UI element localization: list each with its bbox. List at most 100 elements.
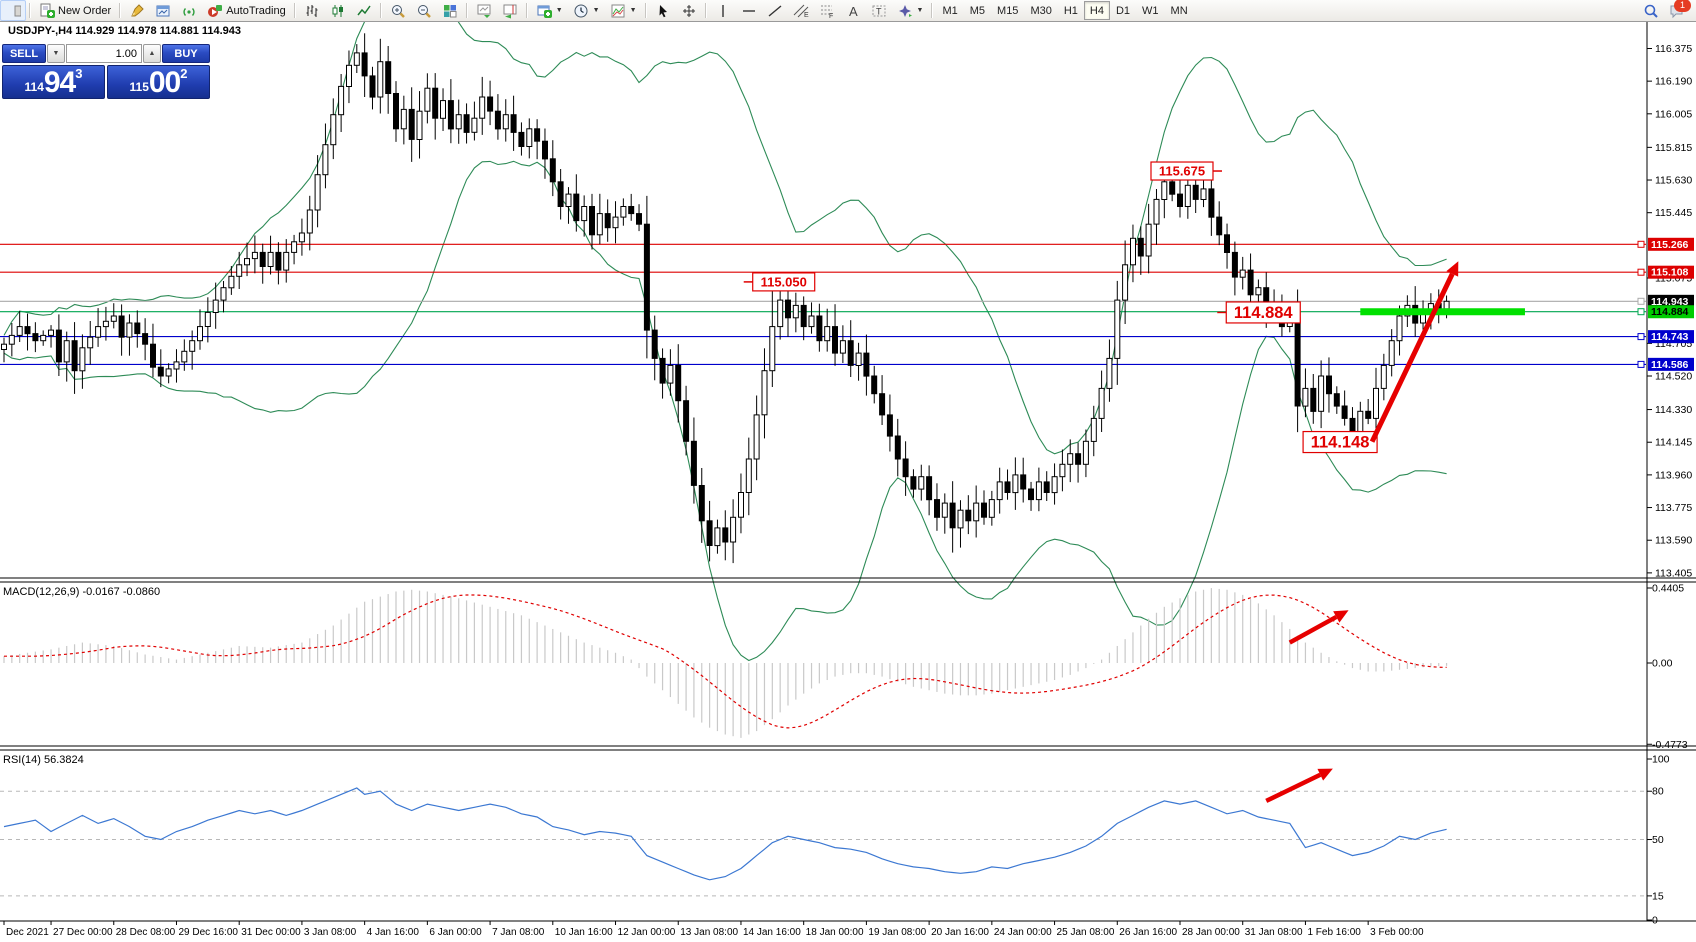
price-callouts: 115.675 115.050 114.884 114.148 <box>743 161 1378 454</box>
price-line-badge <box>1648 330 1694 344</box>
candle-body <box>612 216 619 229</box>
trendline-button[interactable] <box>762 0 788 21</box>
price-line-badge <box>1648 294 1694 308</box>
timeframe-mn-button[interactable]: MN <box>1170 4 1188 17</box>
hline-marker[interactable] <box>1637 268 1645 276</box>
annotation-arrow[interactable] <box>1369 272 1455 443</box>
signal-button[interactable] <box>176 0 202 21</box>
candle-body <box>95 326 102 338</box>
timeframe-w1-button[interactable]: W1 <box>1142 4 1159 17</box>
hline-marker[interactable] <box>1637 297 1645 305</box>
volume-increase-button[interactable]: ▲ <box>143 44 161 63</box>
arrows-button[interactable]: ▼ <box>892 0 929 21</box>
candle-body <box>1326 375 1332 395</box>
text-label-button[interactable]: T <box>866 0 892 21</box>
new-chart-icon <box>536 3 552 19</box>
cursor-button[interactable] <box>650 0 676 21</box>
search-button[interactable] <box>1638 0 1664 21</box>
candlestick-button[interactable] <box>325 0 351 21</box>
buy-price-display[interactable]: 115 00 2 <box>107 65 210 99</box>
candle-body <box>1310 387 1317 412</box>
callout-box[interactable] <box>752 272 816 292</box>
hline-marker[interactable] <box>1637 333 1645 341</box>
candle-body <box>667 364 674 384</box>
hline-marker[interactable] <box>1637 240 1645 248</box>
price-axis-label: 116.375 <box>1655 43 1692 55</box>
time-axis-label: Dec 2021 <box>6 927 49 938</box>
callout-box[interactable] <box>1150 161 1214 181</box>
new-order-button[interactable]: New Order <box>34 0 116 21</box>
line-chart-button[interactable] <box>351 0 377 21</box>
vertical-line-button[interactable] <box>710 0 736 21</box>
templates-button[interactable]: ▼ <box>605 0 642 21</box>
candle-body <box>926 476 933 501</box>
community-button[interactable]: 1 <box>1664 0 1691 21</box>
candle-body <box>1365 410 1372 419</box>
autotrading-button[interactable]: AutoTrading <box>202 0 291 21</box>
candle-body <box>267 251 274 267</box>
candle-body <box>973 502 980 522</box>
volume-decrease-button[interactable]: ▼ <box>47 44 65 63</box>
annotation-arrow[interactable] <box>1288 614 1338 645</box>
candle-body <box>244 258 250 266</box>
timeframe-h1-button[interactable]: H1 <box>1063 4 1078 17</box>
text-a-icon: A <box>845 3 861 19</box>
timeframe-m30-button[interactable]: M30 <box>1030 4 1052 17</box>
timeframe-d1-button[interactable]: D1 <box>1115 4 1131 17</box>
timeframe-m15-button[interactable]: M15 <box>997 4 1019 17</box>
sell-button[interactable]: SELL <box>2 44 46 63</box>
channel-button[interactable]: E <box>788 0 814 21</box>
timeframe-h4-button[interactable]: H4 <box>1083 1 1110 20</box>
crosshair-button[interactable] <box>676 0 702 21</box>
price-line-badge-text: 115.108 <box>1651 267 1689 279</box>
candle-body <box>432 87 439 119</box>
new-chart-button[interactable]: ▼ <box>531 0 568 21</box>
volume-input[interactable] <box>66 44 142 63</box>
auto-scroll-icon <box>476 3 492 19</box>
callout-text: 114.148 <box>1311 434 1370 452</box>
candle-body <box>1388 340 1395 366</box>
sell-price-display[interactable]: 114 94 3 <box>2 65 105 99</box>
hline-marker[interactable] <box>1637 308 1645 316</box>
candle-body <box>1231 251 1238 278</box>
callout-box[interactable] <box>1225 301 1301 324</box>
candle-body <box>291 241 298 253</box>
bar-chart-button[interactable] <box>299 0 325 21</box>
candle-body <box>1098 387 1105 419</box>
tile-windows-button[interactable] <box>437 0 463 21</box>
periods-button[interactable]: ▼ <box>568 0 605 21</box>
price-axis-label: 115.445 <box>1655 207 1692 219</box>
buy-button[interactable]: BUY <box>162 44 210 63</box>
text-button[interactable]: A <box>840 0 866 21</box>
fibonacci-button[interactable]: F <box>814 0 840 21</box>
chart-shift-button[interactable] <box>497 0 523 21</box>
time-axis-label: 29 Dec 16:00 <box>178 927 238 938</box>
crayon-button[interactable] <box>124 0 150 21</box>
candle-body <box>314 174 321 211</box>
hline-marker[interactable] <box>1637 360 1645 368</box>
zoom-in-button[interactable] <box>385 0 411 21</box>
timeframe-m1-button[interactable]: M1 <box>942 4 958 17</box>
chart-edge[interactable] <box>0 0 26 21</box>
bollinger-lower-band <box>3 160 1447 662</box>
timeframe-m5-button[interactable]: M5 <box>969 4 986 17</box>
annotation-arrow[interactable] <box>1265 772 1322 803</box>
auto-scroll-button[interactable] <box>471 0 497 21</box>
callout-box[interactable] <box>1302 430 1378 454</box>
toolbar-separator <box>293 3 296 18</box>
candle-body <box>1051 476 1058 494</box>
candles-icon <box>330 3 346 19</box>
candle-body <box>251 251 258 260</box>
profile-button[interactable] <box>150 0 176 21</box>
candle-body <box>1028 488 1034 501</box>
crayon-icon <box>129 3 145 19</box>
candle-body <box>87 336 94 349</box>
horizontal-line-button[interactable] <box>736 0 762 21</box>
callout-text: 115.050 <box>761 274 807 289</box>
candle-body <box>816 315 823 342</box>
zoom-out-button[interactable] <box>411 0 437 21</box>
time-axis-label: 1 Feb 16:00 <box>1307 927 1361 938</box>
bollinger-bands <box>3 0 1447 662</box>
candle-body <box>965 509 972 522</box>
